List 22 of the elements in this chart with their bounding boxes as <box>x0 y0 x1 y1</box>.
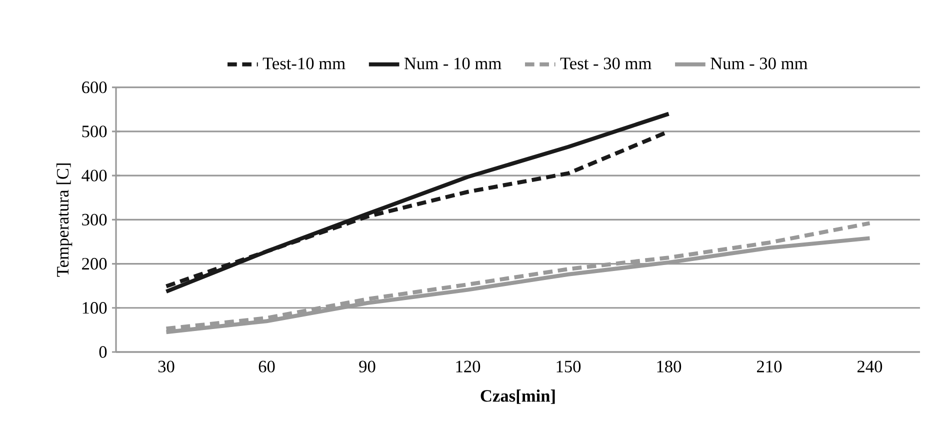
x-tick-label: 30 <box>158 360 174 372</box>
x-axis-title: Czas[min] <box>480 390 555 404</box>
y-tick-label: 300 <box>82 214 107 226</box>
y-tick-label: 200 <box>82 258 107 270</box>
x-tick-label: 240 <box>857 360 882 372</box>
x-tick-label: 150 <box>556 360 581 372</box>
line-series <box>164 221 872 331</box>
legend-label: Num - 10 mm <box>404 58 502 70</box>
y-tick-label: 600 <box>82 81 107 94</box>
y-tick-label: 500 <box>82 126 107 138</box>
y-tick-label: 100 <box>82 302 107 314</box>
y-tick-label: 400 <box>82 170 107 182</box>
x-tick-label: 60 <box>258 360 275 372</box>
y-tick-label: 0 <box>99 346 107 358</box>
y-axis-title: Temperatura [C] <box>56 164 72 277</box>
x-tick-label: 120 <box>456 360 480 372</box>
x-tick-label: 180 <box>657 360 682 372</box>
legend-label: Num - 30 mm <box>710 58 808 70</box>
legend-label: Test-10 mm <box>262 58 346 70</box>
x-tick-label: 210 <box>756 360 782 372</box>
x-tick-label: 90 <box>359 360 376 372</box>
legend-label: Test - 30 mm <box>560 58 652 70</box>
